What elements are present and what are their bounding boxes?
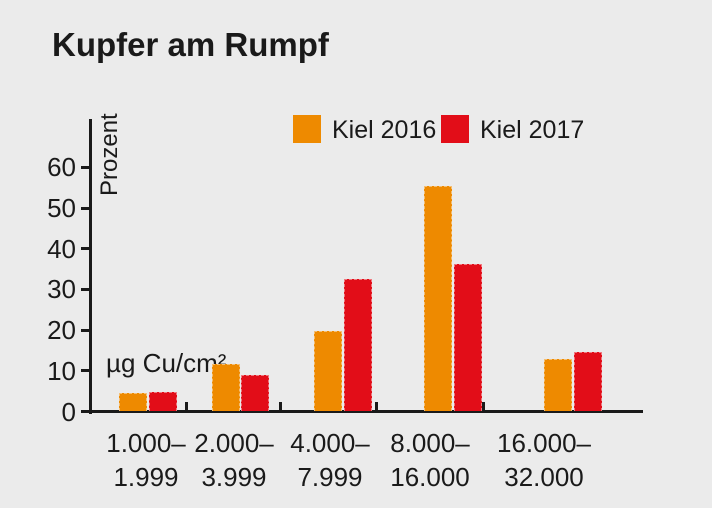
category-label-line: 32.000 <box>504 462 584 492</box>
category-label-4: 8.000– 16.000 <box>360 426 500 494</box>
category-label-1: 1.000– 1.999 <box>76 426 216 494</box>
category-label-line: 3.999 <box>201 462 267 492</box>
bar-kiel-2016-group-3 <box>314 331 342 411</box>
y-tick-label-20: 20 <box>47 315 76 346</box>
y-tick-label-30: 30 <box>47 274 76 305</box>
category-label-line: 16.000 <box>390 462 470 492</box>
y-tick-label-0: 0 <box>61 396 76 427</box>
y-tick-label-60: 60 <box>47 152 76 183</box>
y-tick-10 <box>81 369 89 373</box>
y-tick-20 <box>81 328 89 332</box>
bar-kiel-2017-group-5 <box>574 352 602 411</box>
category-label-2: 2.000– 3.999 <box>164 426 304 494</box>
bar-kiel-2016-group-1 <box>119 392 147 411</box>
category-label-line: 8.000– <box>390 428 470 458</box>
x-tick-3 <box>375 402 379 410</box>
category-label-line: 1.000– <box>106 428 186 458</box>
legend-label-kiel-2017: Kiel 2017 <box>480 116 585 144</box>
category-label-line: 2.000– <box>194 428 274 458</box>
chart-title: Kupfer am Rumpf <box>52 26 329 63</box>
y-tick-50 <box>81 206 89 210</box>
bar-kiel-2016-group-5 <box>544 358 572 411</box>
x-tick-2 <box>278 402 282 410</box>
category-label-line: 1.999 <box>113 462 179 492</box>
y-tick-60 <box>81 165 89 169</box>
category-label-line: 4.000– <box>290 428 370 458</box>
y-axis-line <box>89 119 92 414</box>
category-label-line: 16.000– <box>497 428 591 458</box>
bar-kiel-2017-group-3 <box>344 278 372 411</box>
x-axis-unit-label: µg Cu/cm² <box>106 348 227 378</box>
legend-label-kiel-2016: Kiel 2016 <box>332 116 437 144</box>
y-tick-label-50: 50 <box>47 193 76 223</box>
category-label-line: 7.999 <box>297 462 363 492</box>
bar-kiel-2016-group-2 <box>212 363 240 411</box>
bar-kiel-2017-group-2 <box>241 374 269 411</box>
y-tick-label-10: 10 <box>47 355 76 386</box>
category-label-3: 4.000– 7.999 <box>260 426 400 494</box>
x-tick-1 <box>185 402 189 410</box>
bar-kiel-2017-group-1 <box>149 392 177 411</box>
bar-kiel-2016-group-4 <box>424 186 452 411</box>
legend-swatch-kiel-2017 <box>441 115 469 143</box>
y-tick-label-40: 40 <box>47 233 76 264</box>
category-label-5: 16.000– 32.000 <box>474 426 614 494</box>
legend-swatch-kiel-2016 <box>293 115 321 143</box>
y-tick-40 <box>81 247 89 251</box>
x-tick-4 <box>481 402 485 410</box>
x-axis-line <box>89 410 643 413</box>
y-tick-0 <box>81 410 89 413</box>
bar-kiel-2017-group-4 <box>453 263 482 411</box>
y-tick-30 <box>81 287 89 291</box>
y-axis-title: Prozent <box>96 113 123 196</box>
